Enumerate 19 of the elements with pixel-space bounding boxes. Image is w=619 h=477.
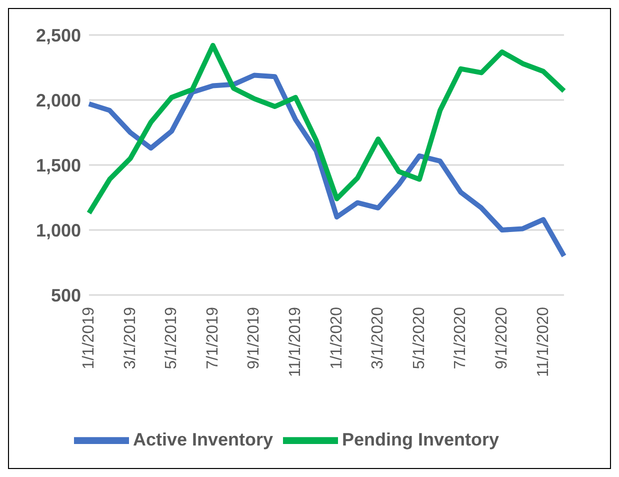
x-tick-label: 3/1/2020	[370, 306, 387, 370]
y-tick-label: 1,000	[36, 220, 81, 240]
legend-label: Pending Inventory	[342, 429, 500, 450]
x-tick-label: 1/1/2019	[80, 306, 98, 370]
x-tick-label: 9/1/2020	[494, 306, 511, 370]
y-tick-label: 1,500	[36, 155, 81, 176]
x-tick-label: 5/1/2020	[410, 306, 428, 370]
x-tick-label: 5/1/2019	[163, 306, 180, 370]
x-tick-label: 3/1/2019	[122, 306, 139, 370]
y-tick-label: 2,000	[36, 90, 81, 110]
legend-label: Active Inventory	[132, 429, 273, 450]
x-tick-label: 1/1/2020	[328, 306, 346, 370]
x-tick-label: 11/1/2019	[287, 306, 304, 377]
x-tick-label: 7/1/2020	[452, 306, 470, 370]
y-tick-label: 2,500	[36, 25, 81, 46]
x-tick-label: 9/1/2019	[246, 306, 263, 370]
x-tick-label: 11/1/2020	[534, 306, 552, 377]
y-tick-label: 500	[50, 285, 81, 306]
x-tick-label: 7/1/2019	[204, 306, 222, 370]
